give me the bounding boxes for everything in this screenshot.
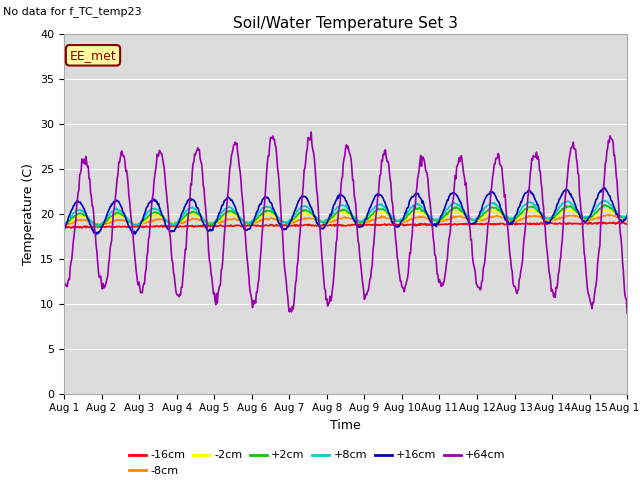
Line: +64cm: +64cm xyxy=(64,132,627,313)
-8cm xyxy=(61,222,69,228)
+2cm xyxy=(60,224,68,230)
+16cm xyxy=(573,206,580,212)
Line: +8cm: +8cm xyxy=(64,200,627,227)
-8cm xyxy=(448,216,456,221)
+2cm xyxy=(602,202,609,208)
+64cm xyxy=(307,129,315,135)
+16cm xyxy=(92,231,100,237)
Y-axis label: Temperature (C): Temperature (C) xyxy=(22,163,35,264)
+2cm xyxy=(337,208,345,214)
-2cm xyxy=(392,217,400,223)
X-axis label: Time: Time xyxy=(330,419,361,432)
-2cm xyxy=(209,220,216,226)
+2cm xyxy=(392,218,399,224)
Line: +2cm: +2cm xyxy=(64,205,627,227)
-2cm xyxy=(602,206,610,212)
Text: EE_met: EE_met xyxy=(70,49,116,62)
-8cm xyxy=(184,217,192,223)
+8cm xyxy=(209,220,216,226)
+64cm xyxy=(208,275,216,280)
-8cm xyxy=(606,212,614,217)
Line: -8cm: -8cm xyxy=(64,215,627,225)
-16cm xyxy=(338,223,346,229)
+64cm xyxy=(60,275,68,281)
-16cm xyxy=(184,224,192,229)
+2cm xyxy=(623,215,631,220)
+16cm xyxy=(392,223,400,229)
+8cm xyxy=(448,201,456,207)
+64cm xyxy=(338,176,346,181)
+8cm xyxy=(92,224,100,230)
+8cm xyxy=(573,206,580,212)
+8cm xyxy=(338,203,346,208)
-2cm xyxy=(60,222,68,228)
+16cm xyxy=(184,197,192,203)
+8cm xyxy=(60,222,68,228)
+64cm xyxy=(573,156,580,161)
-2cm xyxy=(338,210,346,216)
Title: Soil/Water Temperature Set 3: Soil/Water Temperature Set 3 xyxy=(233,16,458,31)
+16cm xyxy=(338,192,346,198)
Line: +16cm: +16cm xyxy=(64,187,627,234)
Text: No data for f_TC_temp23: No data for f_TC_temp23 xyxy=(3,6,142,17)
+2cm xyxy=(572,208,579,214)
+2cm xyxy=(447,207,455,213)
+8cm xyxy=(392,217,400,223)
-16cm xyxy=(60,225,68,230)
-16cm xyxy=(448,222,456,228)
-16cm xyxy=(392,222,400,228)
+64cm xyxy=(448,204,456,209)
+2cm xyxy=(184,212,191,217)
-8cm xyxy=(209,221,216,227)
-8cm xyxy=(60,222,68,228)
+8cm xyxy=(184,206,192,212)
-2cm xyxy=(623,216,631,221)
-8cm xyxy=(338,216,346,222)
-16cm xyxy=(615,219,623,225)
+64cm xyxy=(392,243,400,249)
+64cm xyxy=(184,220,191,226)
-8cm xyxy=(623,216,631,222)
+16cm xyxy=(448,191,456,196)
Legend: -16cm, -8cm, -2cm, +2cm, +8cm, +16cm, +64cm: -16cm, -8cm, -2cm, +2cm, +8cm, +16cm, +6… xyxy=(125,446,510,480)
+8cm xyxy=(623,211,631,217)
Line: -2cm: -2cm xyxy=(64,209,627,226)
+16cm xyxy=(209,228,216,233)
-8cm xyxy=(573,213,580,219)
+16cm xyxy=(623,213,631,219)
+8cm xyxy=(602,197,609,203)
-2cm xyxy=(573,210,580,216)
-2cm xyxy=(448,210,456,216)
Line: -16cm: -16cm xyxy=(64,222,627,228)
-2cm xyxy=(94,223,102,228)
+16cm xyxy=(60,227,68,233)
-16cm xyxy=(623,221,631,227)
-16cm xyxy=(209,223,216,228)
+64cm xyxy=(623,311,631,316)
-8cm xyxy=(392,217,400,223)
+2cm xyxy=(208,221,216,227)
-16cm xyxy=(573,221,580,227)
-2cm xyxy=(184,213,192,219)
-16cm xyxy=(78,225,86,231)
+16cm xyxy=(600,184,607,190)
